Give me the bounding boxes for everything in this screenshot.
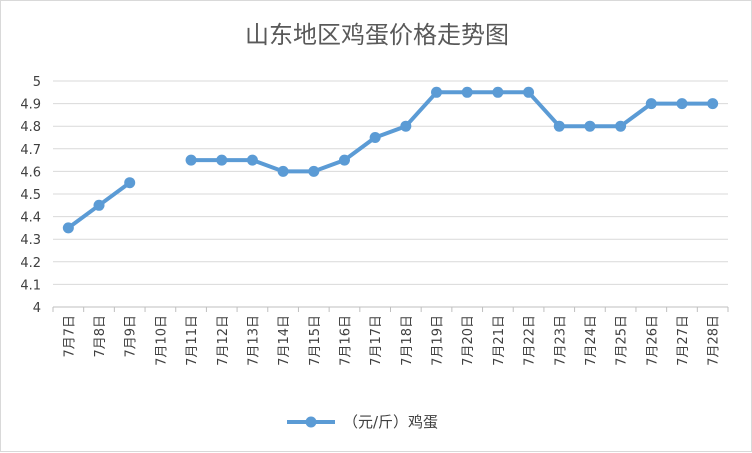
x-tick-label: 7月27日 <box>676 315 691 366</box>
data-point <box>308 165 320 177</box>
series-line <box>189 90 715 174</box>
data-point <box>369 132 381 143</box>
x-tick-label: 7月11日 <box>185 315 200 366</box>
chart-title: 山东地区鸡蛋价格走势图 <box>245 21 509 49</box>
data-point <box>523 86 535 98</box>
y-tick-label: 4.3 <box>20 233 41 248</box>
x-axis-ticks: 7月7日 7月8日 7月9日 7月10日 7月11日 7月12日 7月13日 7月14日 7月1… <box>62 315 721 366</box>
x-tick-label: 7月20日 <box>461 315 476 366</box>
x-tick-label: 7月28日 <box>707 315 722 366</box>
legend-label: （元/斤）鸡蛋 <box>343 413 438 431</box>
data-point <box>553 120 565 132</box>
y-tick-label: 4.6 <box>20 165 41 180</box>
x-tick-label: 7月7日 <box>62 315 77 358</box>
x-tick-label: 7月9日 <box>124 315 139 358</box>
x-tick-label: 7月22日 <box>523 315 538 366</box>
y-tick-label: 4.7 <box>20 143 41 158</box>
data-point <box>645 98 657 110</box>
y-tick-label: 4.5 <box>20 188 41 203</box>
data-point <box>216 154 228 166</box>
x-tick-label: 7月15日 <box>308 315 323 366</box>
gridlines <box>52 80 729 312</box>
x-tick-label: 7月12日 <box>216 315 231 366</box>
x-tick-label: 7月16日 <box>338 315 353 366</box>
x-tick-label: 7月19日 <box>431 315 446 366</box>
data-point <box>492 86 504 98</box>
y-tick-label: 4.1 <box>20 278 41 293</box>
y-axis-ticks: 4 4.1 4.2 4.3 4.4 4.5 4.6 4.7 4.8 4.9 5 <box>20 75 41 316</box>
y-tick-label: 4.4 <box>20 211 41 226</box>
data-point <box>124 177 136 189</box>
x-tick-label: 7月8日 <box>93 315 108 358</box>
data-point <box>93 199 105 211</box>
x-tick-label: 7月23日 <box>553 315 568 366</box>
y-tick-label: 4.9 <box>20 98 41 113</box>
data-point <box>431 86 443 98</box>
data-point <box>246 154 258 166</box>
data-point <box>707 98 719 110</box>
x-tick-label: 7月26日 <box>645 315 660 366</box>
x-tick-label: 7月18日 <box>400 315 415 366</box>
data-point <box>277 165 289 177</box>
x-tick-label: 7月25日 <box>615 315 630 366</box>
x-tick-label: 7月10日 <box>154 315 169 366</box>
x-tick-label: 7月21日 <box>492 315 507 366</box>
x-tick-label: 7月17日 <box>369 315 384 366</box>
x-tick-label: 7月24日 <box>584 315 599 366</box>
legend-point-marker <box>305 416 317 428</box>
data-point <box>62 222 74 234</box>
data-point <box>185 154 197 166</box>
y-tick-label: 4.8 <box>20 120 41 135</box>
series-layer <box>62 86 719 234</box>
data-point <box>584 120 596 132</box>
y-tick-label: 4.2 <box>20 256 41 271</box>
data-point <box>400 120 412 132</box>
data-point <box>338 154 350 166</box>
data-point <box>615 120 627 132</box>
y-tick-label: 4 <box>33 301 41 316</box>
x-tick-label: 7月14日 <box>277 315 292 366</box>
legend: （元/斤）鸡蛋 <box>287 413 438 431</box>
data-point <box>461 86 473 98</box>
x-tick-label: 7月13日 <box>246 315 261 366</box>
y-tick-label: 5 <box>33 75 41 90</box>
data-point <box>676 98 688 110</box>
